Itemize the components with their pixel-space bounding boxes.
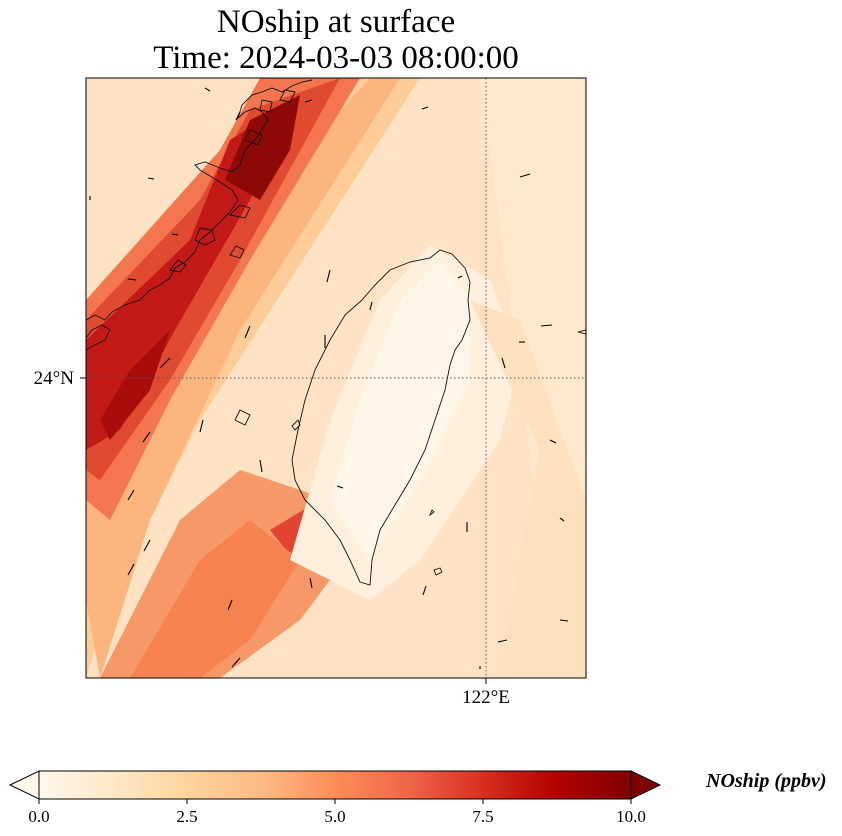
- colorbar: [8, 770, 662, 804]
- wind-arrow: [501, 357, 506, 369]
- wind-arrow: [309, 577, 313, 589]
- concentration-field: [86, 78, 586, 678]
- wind-arrow: [549, 439, 557, 444]
- lon-tick-label: 122°E: [462, 687, 510, 708]
- coastline: [86, 79, 586, 586]
- wind-arrow: [127, 489, 135, 501]
- wind-arrow: [127, 563, 135, 576]
- wind-arrow: [559, 517, 565, 522]
- colorbar-min-extend: [8, 770, 40, 800]
- wind-arrow: [519, 173, 531, 178]
- wind-vectors: [89, 87, 569, 669]
- gridlines: [86, 78, 586, 678]
- wind-arrow: [159, 357, 171, 369]
- wind-arrow: [369, 301, 373, 311]
- map-figure: [80, 77, 587, 684]
- colorbar-max-extend: [630, 770, 662, 800]
- wind-arrow: [199, 419, 204, 433]
- colorbar-tick-label: 0.0: [28, 807, 50, 826]
- wind-arrow: [259, 459, 263, 473]
- colorbar-ticks: [38, 799, 632, 804]
- wind-arrow: [204, 87, 211, 92]
- wind-arrow: [304, 99, 313, 103]
- wind-arrow: [336, 485, 344, 489]
- colorbar-label: NOship (ppbv): [706, 770, 827, 792]
- wind-arrow: [127, 278, 137, 281]
- wind-arrow: [143, 539, 151, 552]
- wind-arrow: [559, 619, 569, 622]
- map-timestamp: Time: 2024-03-03 08:00:00: [153, 40, 519, 76]
- wind-arrow: [497, 639, 508, 643]
- wind-arrow: [235, 111, 241, 121]
- wind-arrow: [540, 324, 553, 327]
- wind-arrow: [457, 275, 463, 279]
- wind-arrow: [326, 269, 331, 283]
- mainland-coastline: [86, 79, 313, 321]
- wind-arrow: [227, 599, 233, 611]
- colorbar-tick-label: 7.5: [472, 807, 494, 826]
- lat-tick-label: 24°N: [33, 368, 74, 389]
- wind-arrow: [422, 585, 427, 596]
- map-title: NOship at surface: [216, 4, 456, 40]
- colorbar-tick-label: 5.0: [324, 807, 346, 826]
- wind-arrow: [244, 325, 251, 339]
- wind-arrow: [421, 106, 429, 110]
- colorbar-tick-label: 2.5: [176, 807, 198, 826]
- colorbar-tick-label: 10.0: [616, 807, 646, 826]
- wind-arrow: [171, 233, 179, 236]
- wind-arrow: [142, 431, 151, 443]
- taiwan-coastline: [291, 249, 471, 586]
- colorbar-gradient: [38, 770, 632, 800]
- wind-arrow: [231, 657, 241, 668]
- wind-arrow: [147, 177, 155, 180]
